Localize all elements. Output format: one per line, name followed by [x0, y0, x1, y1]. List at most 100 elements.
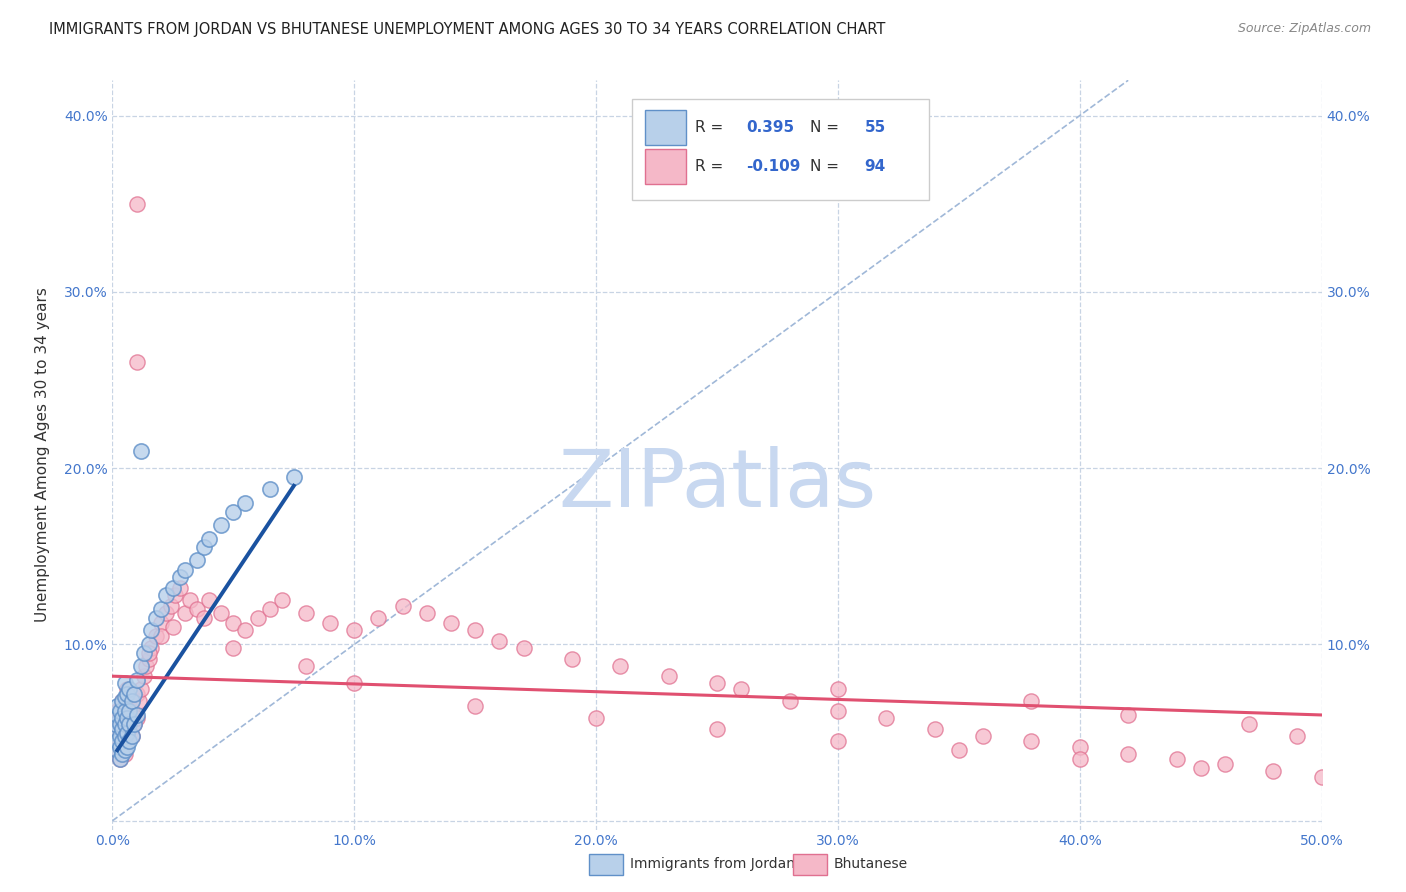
Text: N =: N = [810, 159, 844, 174]
Point [198, 532, 221, 546]
Point [114, 716, 136, 731]
Point [174, 563, 197, 577]
Point [125, 673, 148, 687]
Point [132, 669, 155, 683]
Point [115, 711, 138, 725]
Text: Bhutanese: Bhutanese [834, 857, 908, 871]
Point [108, 708, 131, 723]
Point [149, 629, 172, 643]
Point [115, 711, 138, 725]
Point [1310, 770, 1333, 784]
Point [105, 743, 128, 757]
Point [111, 694, 134, 708]
Point [174, 606, 197, 620]
Point [104, 729, 127, 743]
Point [138, 646, 160, 660]
Point [105, 722, 128, 736]
Point [730, 681, 752, 696]
Point [141, 624, 163, 638]
Point [104, 716, 127, 731]
Point [235, 496, 257, 510]
Point [343, 624, 366, 638]
Point [1021, 694, 1043, 708]
Point [108, 705, 131, 719]
Point [111, 711, 134, 725]
Point [111, 747, 134, 761]
Point [114, 690, 136, 705]
Point [138, 637, 160, 651]
Point [1116, 708, 1139, 723]
Point [162, 581, 184, 595]
Point [125, 687, 148, 701]
Point [561, 651, 583, 665]
Point [658, 669, 681, 683]
Y-axis label: Unemployment Among Ages 30 to 34 years: Unemployment Among Ages 30 to 34 years [35, 287, 49, 623]
Point [270, 593, 292, 607]
Point [108, 752, 131, 766]
Point [111, 734, 134, 748]
Point [128, 694, 150, 708]
Point [122, 716, 145, 731]
Point [319, 616, 342, 631]
Point [1263, 764, 1285, 779]
Point [131, 681, 153, 696]
Point [222, 640, 245, 655]
Point [131, 658, 153, 673]
Point [162, 620, 184, 634]
Point [948, 743, 970, 757]
Point [155, 606, 177, 620]
Point [343, 676, 366, 690]
Point [105, 699, 128, 714]
Point [295, 658, 318, 673]
Point [1166, 752, 1188, 766]
Point [827, 705, 849, 719]
Point [104, 716, 127, 731]
Point [972, 729, 994, 743]
Text: R =: R = [696, 159, 728, 174]
Point [111, 739, 134, 754]
Point [512, 640, 534, 655]
Point [115, 739, 138, 754]
Text: N =: N = [810, 120, 844, 135]
Point [198, 593, 221, 607]
Point [105, 708, 128, 723]
Point [416, 606, 439, 620]
Point [149, 616, 172, 631]
Point [122, 716, 145, 731]
Point [209, 606, 232, 620]
Text: 94: 94 [865, 159, 886, 174]
Point [779, 694, 801, 708]
Point [283, 470, 305, 484]
Point [1069, 752, 1091, 766]
Point [115, 725, 138, 739]
Point [259, 483, 281, 497]
Text: ZIPatlas: ZIPatlas [558, 446, 876, 524]
FancyBboxPatch shape [644, 111, 686, 145]
Point [115, 734, 138, 748]
Point [145, 629, 167, 643]
Point [155, 588, 177, 602]
Point [706, 676, 728, 690]
Point [1069, 739, 1091, 754]
Point [125, 196, 148, 211]
Point [125, 355, 148, 369]
Point [585, 711, 607, 725]
Point [169, 581, 191, 595]
Point [108, 716, 131, 731]
Point [118, 722, 141, 736]
Point [1213, 757, 1236, 772]
Point [138, 651, 160, 665]
Point [235, 624, 257, 638]
Point [169, 570, 191, 584]
FancyBboxPatch shape [644, 149, 686, 184]
Point [114, 729, 136, 743]
Point [1189, 761, 1212, 775]
Point [186, 553, 208, 567]
Point [118, 681, 141, 696]
FancyBboxPatch shape [633, 99, 929, 200]
Text: R =: R = [696, 120, 728, 135]
Point [108, 729, 131, 743]
Point [118, 699, 141, 714]
Point [122, 687, 145, 701]
Point [114, 743, 136, 757]
